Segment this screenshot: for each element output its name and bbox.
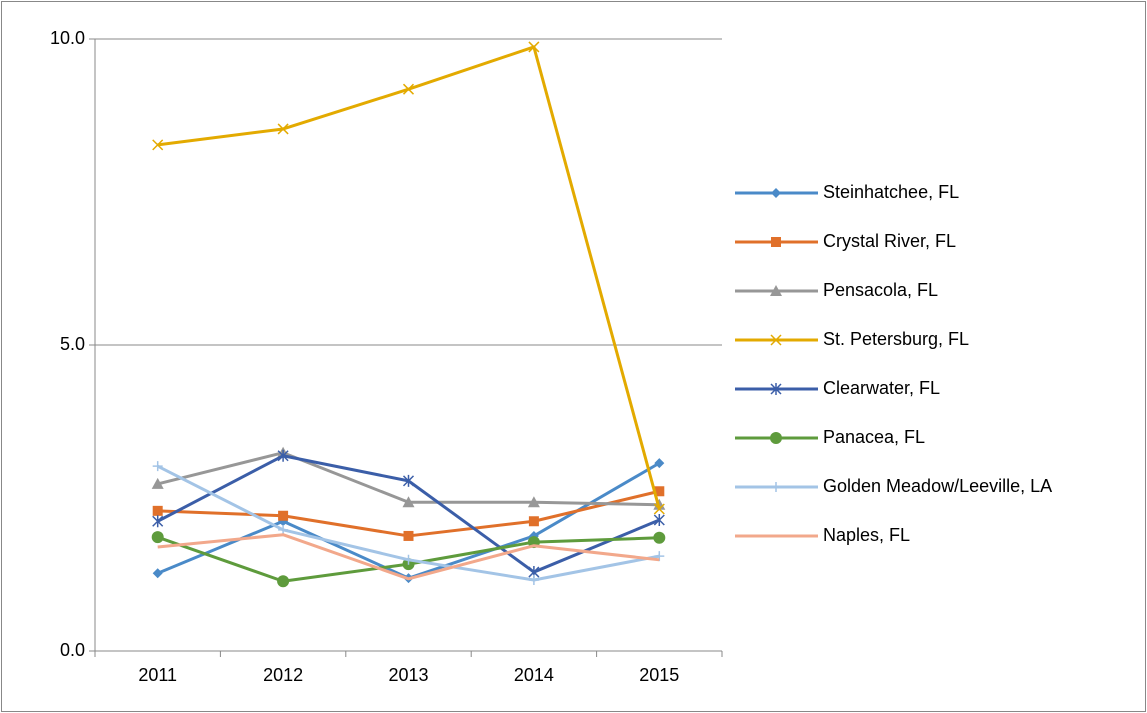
- marker: [654, 486, 665, 497]
- marker: [771, 237, 781, 247]
- series-line: [157, 533, 660, 581]
- x-tick-label: 2014: [514, 665, 554, 685]
- marker: [152, 461, 163, 472]
- marker: [403, 554, 414, 565]
- x-tick-label: 2013: [388, 665, 428, 685]
- marker: [152, 515, 164, 528]
- y-tick-label: 5.0: [60, 334, 85, 354]
- legend-label: Panacea, FL: [823, 427, 925, 447]
- marker: [653, 531, 666, 544]
- legend-label: Steinhatchee, FL: [823, 182, 959, 202]
- marker: [771, 188, 781, 198]
- marker: [770, 334, 782, 346]
- marker: [277, 123, 289, 135]
- marker: [654, 458, 665, 469]
- legend-label: Golden Meadow/Leeville, LA: [823, 476, 1052, 496]
- marker: [528, 516, 539, 527]
- marker: [653, 514, 665, 527]
- legend-label: Pensacola, FL: [823, 280, 938, 300]
- marker: [527, 496, 540, 508]
- marker: [770, 432, 782, 444]
- marker: [152, 568, 163, 579]
- marker: [277, 575, 290, 588]
- marker: [152, 139, 164, 151]
- legend-label: St. Petersburg, FL: [823, 329, 969, 349]
- marker: [278, 524, 289, 535]
- marker: [277, 449, 289, 462]
- marker: [151, 531, 164, 544]
- marker: [770, 285, 782, 296]
- x-tick-label: 2015: [639, 665, 679, 685]
- legend-label: Naples, FL: [823, 525, 910, 545]
- marker: [151, 477, 164, 489]
- marker: [771, 482, 781, 492]
- marker: [528, 41, 540, 53]
- y-tick-label: 10.0: [50, 28, 85, 48]
- legend-label: Crystal River, FL: [823, 231, 956, 251]
- marker: [152, 505, 163, 516]
- marker: [402, 83, 415, 95]
- marker: [278, 510, 289, 521]
- x-tick-label: 2012: [263, 665, 303, 685]
- marker: [528, 575, 539, 586]
- marker: [770, 383, 782, 395]
- marker: [653, 503, 665, 515]
- marker: [402, 496, 415, 508]
- x-tick-label: 2011: [138, 665, 177, 685]
- marker: [403, 530, 414, 541]
- y-tick-label: 0.0: [60, 640, 85, 660]
- legend-label: Clearwater, FL: [823, 378, 940, 398]
- marker: [402, 474, 415, 487]
